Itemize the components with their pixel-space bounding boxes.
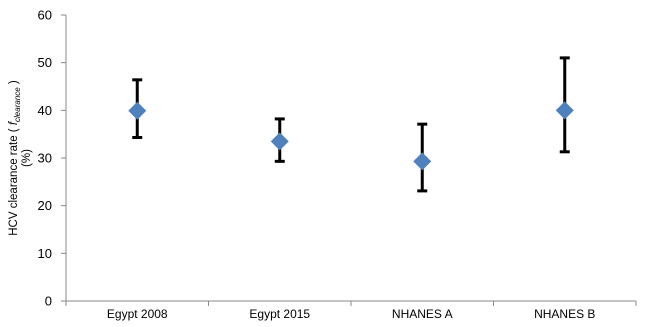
y-ticks: 0 10 20 30 40 50 60	[38, 8, 66, 309]
y-tick-label: 20	[38, 198, 52, 213]
y-axis-title-line1: HCV clearance rate ( fclearance )	[8, 80, 22, 236]
data-point	[128, 101, 147, 120]
x-tick-label: Egypt 2015	[249, 307, 310, 321]
data-point	[413, 152, 432, 171]
y-tick-label: 60	[38, 8, 52, 23]
ylabel-subscript: clearance	[13, 87, 22, 122]
ylabel-symbol: f	[8, 120, 20, 125]
y-tick-label: 50	[38, 55, 52, 70]
y-axis-title-line2: (%)	[21, 149, 33, 167]
error-bars	[132, 56, 570, 193]
y-tick-label: 40	[38, 103, 52, 118]
x-tick-label: NHANES A	[392, 307, 453, 321]
y-tick-label: 0	[45, 294, 52, 309]
y-tick-label: 10	[38, 246, 52, 261]
x-tick-label: Egypt 2008	[107, 307, 168, 321]
data-point	[555, 101, 574, 120]
x-tick-label: NHANES B	[534, 307, 595, 321]
ylabel-prefix: HCV clearance rate (	[8, 125, 20, 236]
x-ticks: Egypt 2008 Egypt 2015 NHANES A NHANES B	[65, 301, 637, 321]
y-tick-label: 30	[38, 151, 52, 166]
y-axis-title: HCV clearance rate ( fclearance ) (%)	[8, 80, 33, 236]
ylabel-suffix: )	[8, 80, 20, 87]
data-point	[270, 132, 289, 151]
data-points	[128, 101, 574, 171]
